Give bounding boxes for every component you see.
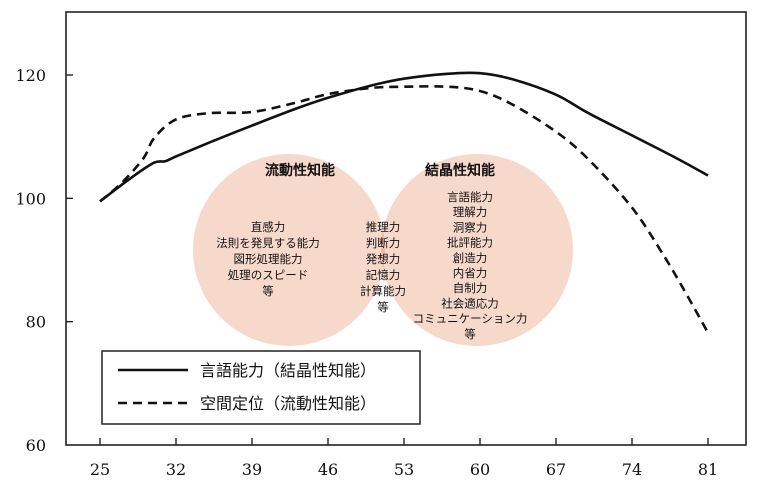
x-tick-label: 53 [394, 460, 414, 479]
venn-crystallized-title: 結晶性知能 [425, 162, 495, 179]
venn-fluid-title: 流動性知能 [265, 162, 335, 179]
series-layer [99, 71, 710, 334]
series-line-spatial [99, 85, 710, 334]
y-tick-label: 100 [15, 189, 46, 208]
venn-item: 洞察力 [453, 220, 488, 234]
legend: 言語能力（結晶性知能） 空間定位（流動性知能） [101, 350, 421, 425]
venn-item: 図形処理能力 [234, 252, 303, 266]
venn-item: 推理力 [366, 220, 401, 234]
x-tick-label: 32 [166, 460, 186, 479]
plot-frame [65, 11, 747, 446]
venn-item: 直感力 [251, 220, 286, 234]
venn-item: 等 [377, 300, 389, 314]
y-axis-ticks: 60 80 100 120 [15, 66, 73, 455]
x-tick-label: 25 [90, 460, 110, 479]
x-tick-label: 39 [242, 460, 262, 479]
venn-item: 記憶力 [366, 268, 401, 282]
x-tick-label: 60 [470, 460, 490, 479]
venn-item: 創造力 [453, 251, 488, 265]
y-tick-label: 120 [15, 66, 46, 85]
venn-item: 発想力 [366, 252, 401, 266]
y-tick-label: 60 [26, 436, 46, 455]
venn-fluid-circle [193, 154, 385, 346]
venn-item: 理解力 [453, 205, 488, 219]
venn-crystallized-circle [381, 154, 573, 346]
venn-item: 言語能力 [447, 190, 493, 204]
legend-label-verbal: 言語能力（結晶性知能） [200, 361, 376, 380]
x-tick-label: 81 [698, 460, 718, 479]
series-line-verbal [99, 71, 709, 203]
venn-item: 等 [464, 327, 476, 341]
venn-item: 自制力 [453, 281, 488, 295]
venn-item: 等 [262, 284, 274, 298]
venn-item: 批評能力 [447, 236, 493, 250]
venn-item: コミュニケーション力 [413, 312, 528, 326]
venn-item: 計算能力 [360, 284, 406, 298]
venn-item: 法則を発見する能力 [216, 236, 320, 250]
x-axis-ticks: 25 32 39 46 53 60 67 74 81 [90, 438, 718, 479]
venn-item: 社会適応力 [441, 296, 499, 310]
venn-item: 処理のスピード [228, 268, 309, 282]
venn-item: 判断力 [366, 236, 401, 250]
x-tick-label: 46 [318, 460, 338, 479]
y-tick-label: 80 [26, 313, 46, 332]
venn-item: 内省力 [453, 266, 488, 280]
legend-box [101, 350, 421, 425]
legend-label-spatial: 空間定位（流動性知能） [200, 394, 376, 413]
x-tick-label: 67 [546, 460, 566, 479]
x-tick-label: 74 [622, 460, 642, 479]
